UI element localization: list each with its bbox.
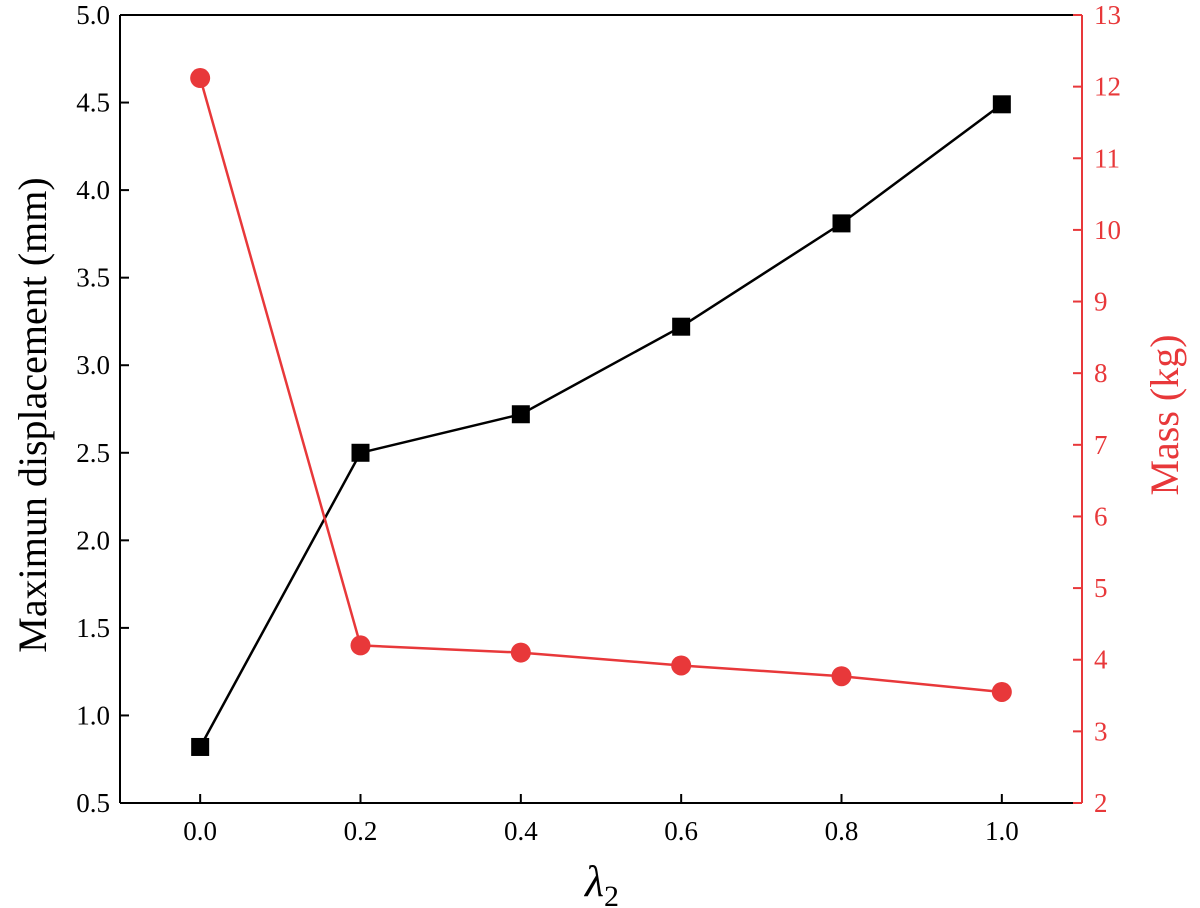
data-point-displacement xyxy=(351,443,370,462)
data-point-mass xyxy=(991,681,1012,702)
y-right-tick-label: 13 xyxy=(1094,0,1121,30)
series-line-displacement xyxy=(199,103,1003,748)
y-right-tick-label: 7 xyxy=(1094,430,1108,460)
y-left-tick-label: 0.5 xyxy=(76,788,110,818)
x-tick-label: 0.8 xyxy=(825,816,859,846)
y-left-tick-label: 3.5 xyxy=(76,263,110,293)
series-layer xyxy=(190,68,1012,756)
y-left-tick-label: 1.0 xyxy=(76,700,110,730)
y-axis-right-title: Mass (kg) xyxy=(1142,334,1187,495)
data-point-mass xyxy=(190,68,211,89)
data-point-mass xyxy=(671,655,692,676)
axis-labels: Maximun displacement (mm) Mass (kg) λ2 xyxy=(10,177,1187,908)
x-tick-label: 0.2 xyxy=(344,816,378,846)
x-axis-title: λ2 xyxy=(583,857,619,908)
y-left-tick-label: 3.0 xyxy=(76,350,110,380)
data-point-mass xyxy=(831,666,852,687)
y-left-tick-label: 4.5 xyxy=(76,88,110,118)
data-point-displacement xyxy=(672,317,691,336)
x-tick-label: 0.4 xyxy=(504,816,538,846)
y-right-tick-label: 10 xyxy=(1094,215,1121,245)
y-left-tick-label: 1.5 xyxy=(76,613,110,643)
y-left-tick-label: 2.5 xyxy=(76,438,110,468)
y-right-tick-label: 4 xyxy=(1094,645,1108,675)
x-tick-label: 1.0 xyxy=(985,816,1019,846)
y-axis-left-title: Maximun displacement (mm) xyxy=(10,177,55,652)
data-point-displacement xyxy=(191,737,210,756)
axes: 0.0 0.2 0.4 0.6 0.8 1.0 0.5 1.0 1.5 2.0 2.5 3.0 3.5 4… xyxy=(76,0,1121,846)
y-right-tick-label: 11 xyxy=(1094,143,1120,173)
y-right-tick-label: 8 xyxy=(1094,358,1108,388)
series-line-mass xyxy=(198,77,1002,694)
data-point-mass xyxy=(510,642,531,663)
y-right-tick-label: 2 xyxy=(1094,788,1108,818)
data-point-displacement xyxy=(992,95,1011,114)
y-right-tick-label: 12 xyxy=(1094,72,1121,102)
y-right-tick-label: 9 xyxy=(1094,287,1108,317)
data-point-displacement xyxy=(832,214,851,233)
x-tick-label: 0.6 xyxy=(664,816,698,846)
data-point-mass xyxy=(350,635,371,656)
y-left-tick-label: 5.0 xyxy=(76,0,110,30)
y-right-tick-label: 6 xyxy=(1094,501,1108,531)
x-axis-title-symbol: λ xyxy=(583,857,604,906)
data-point-displacement xyxy=(511,405,530,424)
x-tick-label: 0.0 xyxy=(183,816,217,846)
y-right-tick-label: 5 xyxy=(1094,573,1108,603)
x-axis-title-subscript: 2 xyxy=(604,880,619,908)
y-right-tick-label: 3 xyxy=(1094,716,1108,746)
y-left-tick-label: 4.0 xyxy=(76,175,110,205)
y-left-tick-label: 2.0 xyxy=(76,525,110,555)
